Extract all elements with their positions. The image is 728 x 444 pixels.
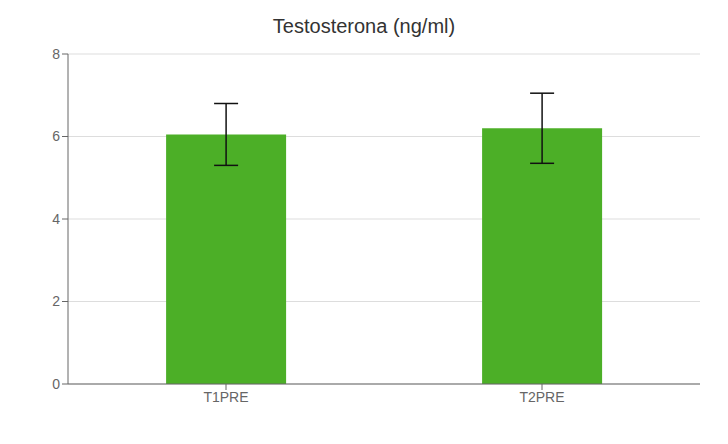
svg-text:T1PRE: T1PRE: [203, 389, 248, 405]
svg-text:4: 4: [52, 211, 60, 227]
svg-text:8: 8: [52, 46, 60, 62]
svg-text:0: 0: [52, 376, 60, 392]
svg-text:2: 2: [52, 293, 60, 309]
html-text:Testosterona (ng/ml): Testosterona (ng/ml): [272, 15, 456, 37]
svg-text:T2PRE: T2PRE: [519, 389, 564, 405]
svg-text:6: 6: [52, 128, 60, 144]
